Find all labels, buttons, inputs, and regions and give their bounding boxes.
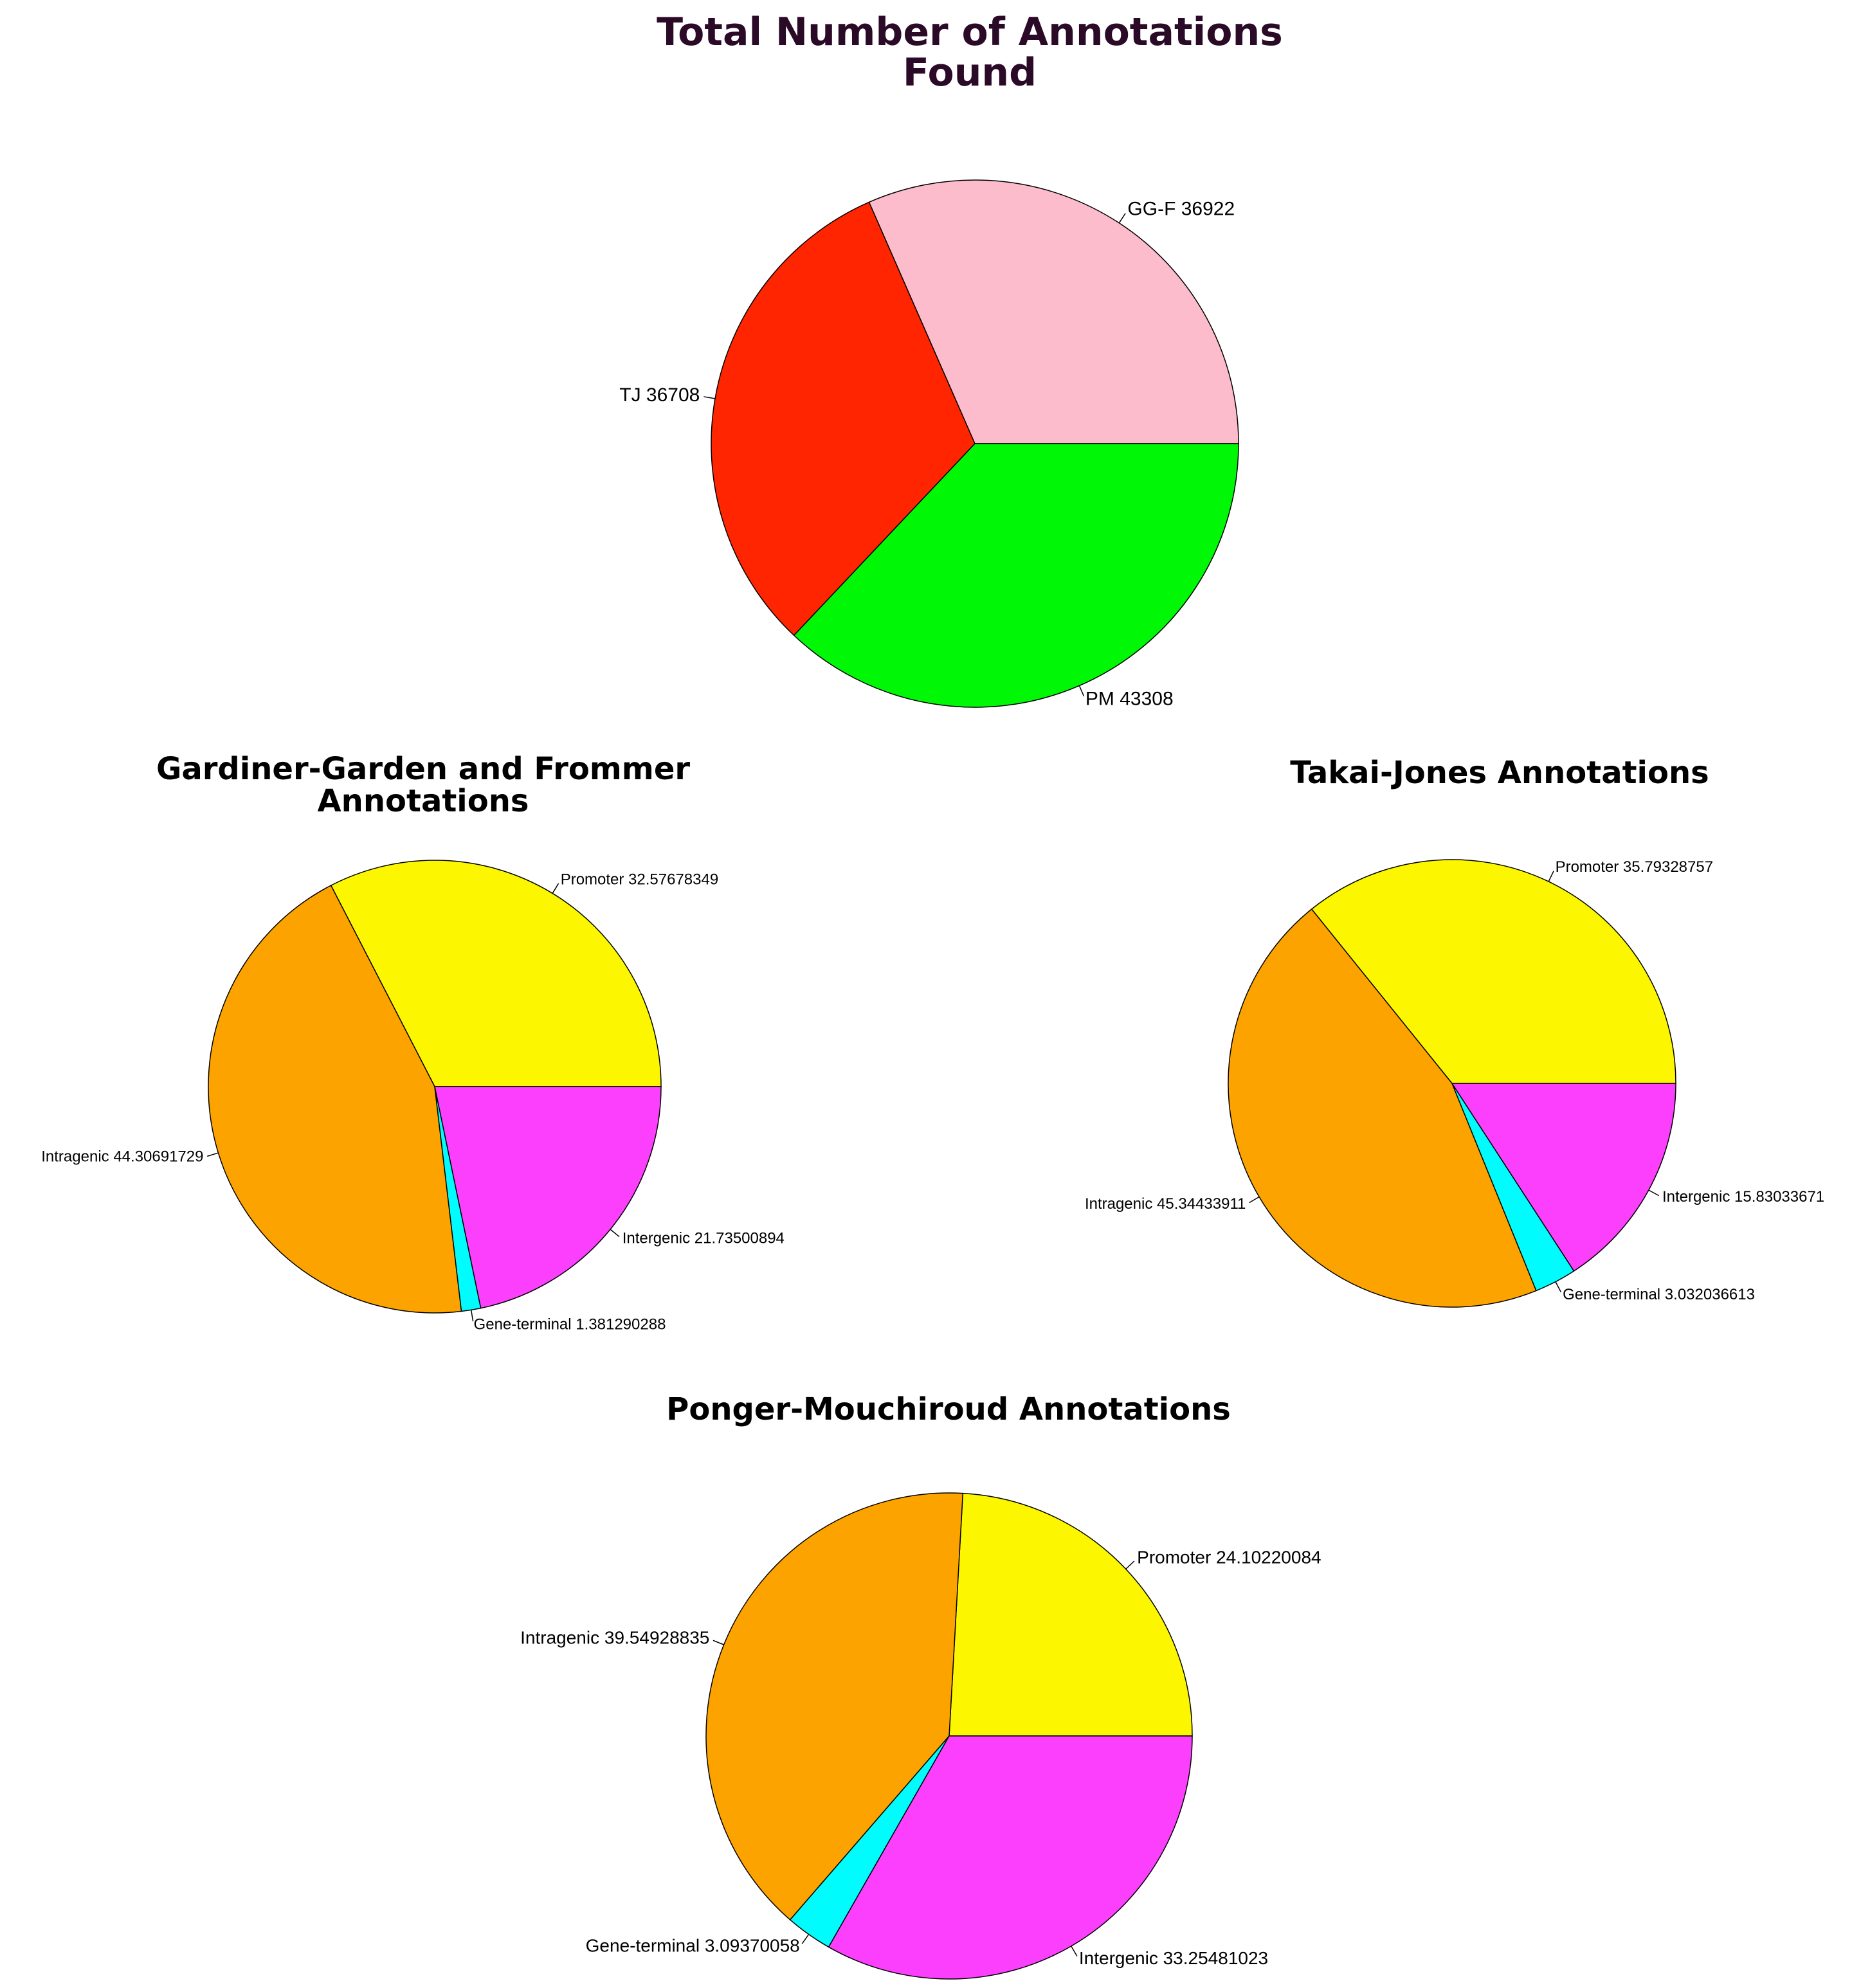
pie-slice-label: Intragenic 44.30691729 bbox=[41, 1148, 203, 1165]
pie-leader-line bbox=[470, 1310, 474, 1322]
pie-chart-takai-jones: Takai-Jones Annotations Promoter 35.7932… bbox=[1085, 755, 1824, 1308]
pie-leader-line bbox=[1648, 1189, 1660, 1197]
pie-slice-label: Promoter 32.57678349 bbox=[561, 871, 719, 888]
pie-slice-label: Gene-terminal 3.09370058 bbox=[586, 1936, 800, 1956]
pie-slice-label: TJ 36708 bbox=[619, 384, 700, 406]
pie-leader-line bbox=[1078, 685, 1085, 697]
chart-title-line-1: Gardiner-Garden and Frommer bbox=[156, 751, 690, 787]
pie-slice bbox=[208, 885, 462, 1314]
pie-leader-line bbox=[610, 1229, 620, 1238]
pie-slice-label: PM 43308 bbox=[1085, 688, 1174, 709]
chart-title-line-1: Ponger-Mouchiroud Annotations bbox=[666, 1391, 1231, 1427]
pie-leader-line bbox=[207, 1152, 219, 1157]
pie-slice bbox=[793, 443, 1239, 708]
pie-slice-label: Gene-terminal 3.032036613 bbox=[1563, 1286, 1755, 1303]
pie-slice bbox=[1451, 1083, 1676, 1272]
pie-slice bbox=[868, 179, 1239, 444]
pie-slice bbox=[828, 1735, 1193, 1980]
chart-title-line-2: Annotations bbox=[318, 783, 529, 819]
pie-slices: Promoter 24.10220084 Intragenic 39.549288… bbox=[520, 1492, 1321, 1980]
pie-slice bbox=[434, 1086, 662, 1309]
pie-leader-line bbox=[704, 396, 716, 399]
pie-slice bbox=[330, 860, 662, 1087]
pie-slice-label: Gene-terminal 1.381290288 bbox=[474, 1315, 666, 1333]
pie-chart-ponger-mouchiroud: Ponger-Mouchiroud Annotations Promoter 2… bbox=[520, 1391, 1321, 1980]
pie-slice-label: Intergenic 15.83033671 bbox=[1662, 1188, 1824, 1206]
pie-slice-label: Intragenic 39.54928835 bbox=[520, 1628, 709, 1648]
pie-slices: Promoter 32.57678349 Intragenic 44.306917… bbox=[41, 860, 785, 1333]
pie-slices: Promoter 35.79328757 Intragenic 45.344339… bbox=[1085, 858, 1824, 1308]
pie-slice-label: Promoter 35.79328757 bbox=[1556, 858, 1714, 876]
pie-leader-line bbox=[1548, 871, 1554, 882]
pie-slice-label: Intergenic 21.73500894 bbox=[622, 1230, 785, 1247]
pie-slice bbox=[1311, 859, 1676, 1084]
pie-slice-label: GG-F 36922 bbox=[1127, 199, 1235, 220]
pie-leader-line bbox=[1118, 213, 1126, 224]
pie-leader-line bbox=[1555, 1281, 1561, 1292]
chart-title-line-1: Takai-Jones Annotations bbox=[1290, 755, 1709, 791]
pie-slice-label: Intergenic 33.25481023 bbox=[1079, 1948, 1268, 1968]
pie-leader-line bbox=[801, 1934, 810, 1944]
pie-leader-line bbox=[1249, 1196, 1260, 1204]
pie-leader-line bbox=[1071, 1946, 1078, 1956]
pie-leader-line bbox=[552, 883, 559, 894]
pie-leader-line bbox=[713, 1640, 724, 1645]
pie-leader-line bbox=[1125, 1560, 1135, 1569]
pie-slice-label: Promoter 24.10220084 bbox=[1137, 1547, 1321, 1567]
pie-slice bbox=[949, 1492, 1193, 1737]
pie-chart-gardiner-garden: Gardiner-Garden and Frommer Annotations … bbox=[41, 751, 785, 1333]
pie-chart-total: Total Number of Annotations Found GG-F 3… bbox=[619, 10, 1283, 709]
chart-title-line-1: Total Number of Annotations bbox=[657, 10, 1283, 55]
pie-slices: GG-F 36922 TJ 36708 PM 43308 bbox=[619, 179, 1239, 709]
pie-slice-label: Intragenic 45.34433911 bbox=[1085, 1195, 1246, 1213]
pie-slice bbox=[1228, 908, 1537, 1308]
chart-title-line-2: Found bbox=[903, 50, 1037, 95]
